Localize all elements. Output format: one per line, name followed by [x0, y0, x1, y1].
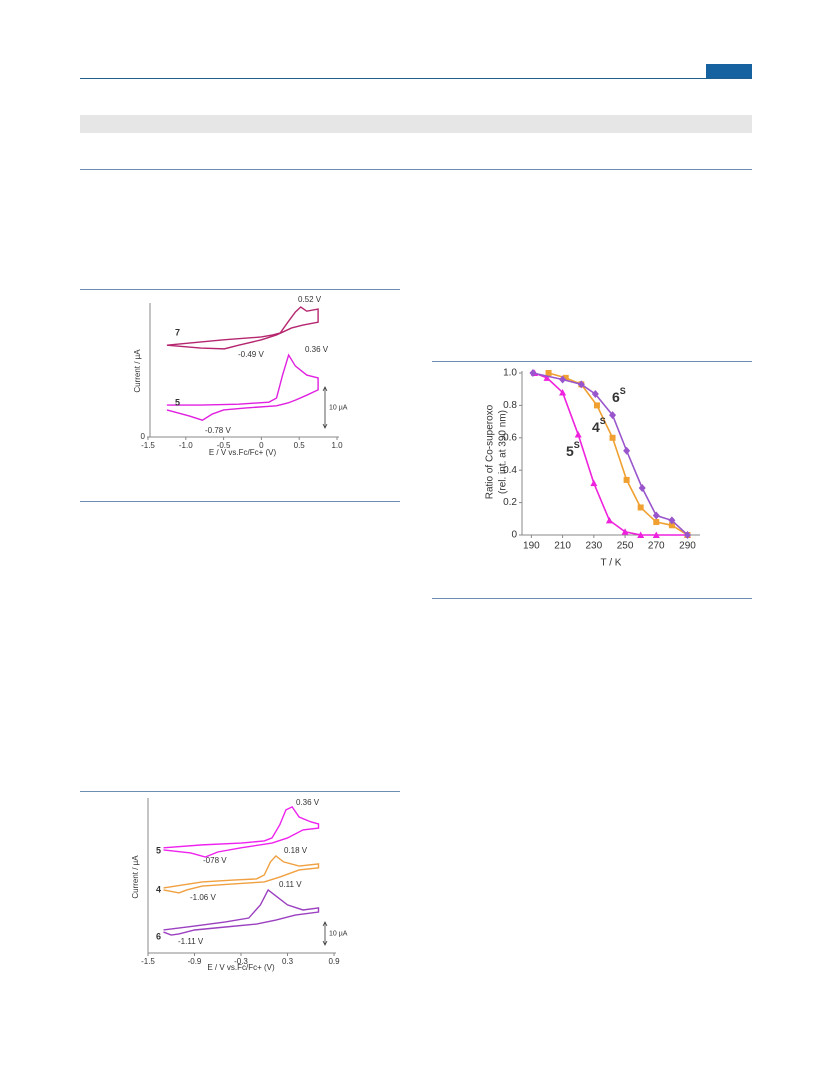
peak-label: -0.49 V — [238, 350, 264, 359]
scale-bar-label: 10 µA — [329, 404, 348, 411]
series-label: 5 — [156, 845, 161, 855]
x-tick-label: 0.5 — [294, 441, 306, 450]
point — [559, 388, 567, 396]
point — [653, 519, 660, 526]
peak-label: 0.36 V — [296, 798, 320, 807]
point — [609, 434, 616, 441]
series-name-sup: S — [600, 416, 606, 426]
header-tab — [706, 64, 752, 78]
point — [577, 380, 585, 389]
series-line — [534, 372, 688, 536]
point — [545, 370, 552, 376]
y-tick-label: 0.4 — [503, 465, 517, 476]
x-tick-label: -1.5 — [141, 441, 155, 450]
y-tick-label: 0.6 — [503, 432, 517, 443]
gray-bar — [80, 115, 752, 133]
x-tick-label: 210 — [554, 541, 571, 552]
point — [652, 511, 660, 520]
arrow-head — [322, 386, 328, 392]
y-axis-label: (rel. int. at 390 nm) — [498, 410, 509, 494]
x-tick-label: 1.0 — [331, 441, 343, 450]
series-label: 4S — [592, 416, 606, 434]
x-tick-label: -1.5 — [141, 957, 155, 966]
peak-label: -0.78 V — [205, 426, 231, 435]
x-tick-label: -0.9 — [188, 957, 202, 966]
x-tick-label: 290 — [679, 541, 696, 552]
series-line — [532, 372, 689, 536]
point — [559, 375, 567, 384]
scale-bar-label: 10 µA — [329, 930, 348, 937]
point — [623, 476, 630, 483]
point — [574, 431, 582, 438]
point — [621, 528, 629, 535]
point — [652, 531, 660, 538]
point — [609, 411, 617, 420]
point — [543, 374, 551, 381]
x-tick-label: 270 — [648, 541, 665, 552]
peak-label: 0.36 V — [305, 345, 329, 354]
point — [684, 531, 692, 539]
x-tick-label: 0.3 — [282, 957, 294, 966]
y-tick-label: 0 — [141, 432, 146, 441]
y-axis-label: Current / µA — [131, 855, 140, 899]
y-tick-label: 0 — [511, 530, 517, 541]
point — [590, 479, 598, 487]
arrow-head — [322, 423, 328, 429]
series-label: 6 — [156, 931, 161, 941]
series-label: 7 — [175, 327, 180, 337]
y-axis-label: Current / µA — [133, 349, 142, 393]
x-tick-label: 0.9 — [328, 957, 340, 966]
x-tick-label: -0.5 — [217, 441, 231, 450]
series-name-sup: S — [620, 386, 626, 396]
series-label: 6S — [612, 386, 626, 404]
x-tick-label: 190 — [523, 541, 540, 552]
peak-label: 0.11 V — [279, 880, 302, 889]
series-name-sup: S — [574, 440, 580, 450]
point — [591, 390, 599, 399]
series-name: 6 — [612, 389, 620, 405]
series-label: 4 — [156, 884, 161, 894]
series-line — [166, 353, 319, 421]
point — [562, 374, 569, 381]
peak-label: 0.52 V — [298, 295, 322, 304]
series-line — [548, 372, 688, 536]
series-name: 5 — [566, 443, 574, 459]
x-tick-label: -0.3 — [234, 957, 248, 966]
point — [668, 516, 676, 525]
y-tick-label: 0.8 — [503, 400, 517, 411]
arrow-head — [322, 921, 328, 927]
x-tick-label: 230 — [585, 541, 602, 552]
point — [668, 522, 675, 529]
series-line — [163, 888, 320, 936]
point — [529, 369, 537, 377]
series-line — [163, 806, 320, 858]
y-tick-label: 1.0 — [503, 368, 517, 379]
peak-label: 0.18 V — [284, 846, 308, 855]
x-axis-label: E / V vs.Fc/Fc+ (V) — [209, 448, 277, 457]
peak-label: -078 V — [203, 856, 227, 865]
point — [638, 484, 646, 493]
series-line — [166, 306, 319, 350]
point — [637, 531, 645, 538]
series-label: 5S — [566, 440, 580, 458]
y-tick-label: 0.2 — [503, 497, 517, 508]
x-axis-label: T / K — [601, 558, 622, 569]
x-tick-label: 250 — [617, 541, 634, 552]
point — [605, 516, 613, 524]
series-label: 5 — [175, 397, 180, 407]
peak-label: -1.11 V — [178, 937, 204, 946]
arrow-head — [322, 940, 328, 946]
x-tick-label: -1.0 — [179, 441, 193, 450]
peak-label: -1.06 V — [190, 893, 216, 902]
point — [637, 504, 644, 511]
x-tick-label: 0 — [259, 441, 264, 450]
x-axis-label: E / V vs.Fc/Fc+ (V) — [207, 963, 275, 972]
point — [623, 446, 631, 455]
series-line — [163, 854, 320, 894]
series-name: 4 — [592, 419, 600, 435]
point — [593, 402, 600, 409]
y-axis-label: Ratio of Co-superoxo — [485, 404, 496, 499]
